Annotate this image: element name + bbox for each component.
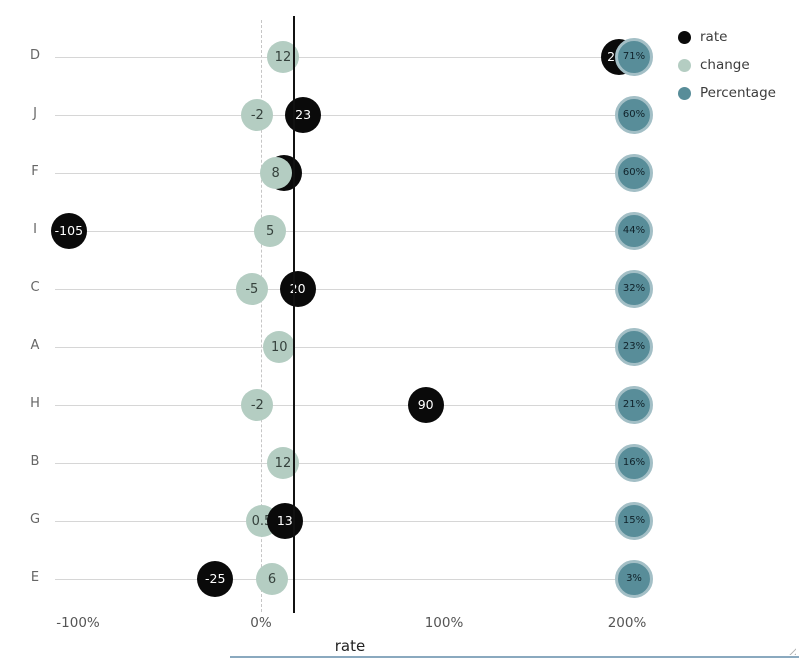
percentage-dot[interactable]: 3%: [615, 560, 653, 598]
rate-dot[interactable]: 13: [266, 503, 303, 539]
y-axis-category-label: J: [33, 106, 37, 121]
rate-dot[interactable]: -105: [50, 213, 87, 249]
gridline: [55, 579, 652, 580]
rate-dot[interactable]: 20: [279, 271, 316, 307]
solid-reference-line: [293, 16, 295, 613]
change-dot[interactable]: 5: [254, 215, 287, 247]
percentage-dot[interactable]: 71%: [615, 38, 653, 76]
percentage-dot[interactable]: 32%: [615, 270, 653, 308]
gridline: [55, 405, 652, 406]
change-dot[interactable]: -2: [241, 99, 274, 131]
percentage-dot[interactable]: 16%: [615, 444, 653, 482]
gridline: [55, 289, 652, 290]
legend-item-rate[interactable]: rate: [678, 28, 776, 46]
change-dot[interactable]: 8: [259, 157, 292, 189]
legend-label: change: [700, 57, 750, 73]
y-axis-category-label: B: [30, 454, 40, 469]
percentage-legend-dot-icon: [678, 86, 691, 100]
legend-item-percentage[interactable]: Percentage: [678, 84, 776, 102]
gridline: [55, 231, 652, 232]
y-axis-category-label: C: [30, 280, 40, 295]
gridline: [55, 173, 652, 174]
legend: rate change Percentage: [678, 28, 776, 112]
gridline: [55, 521, 652, 522]
gridline: [55, 115, 652, 116]
percentage-dot[interactable]: 44%: [615, 212, 653, 250]
gridline: [55, 57, 652, 58]
rate-legend-dot-icon: [678, 30, 691, 44]
change-legend-dot-icon: [678, 58, 691, 72]
legend-label: rate: [700, 29, 728, 45]
percentage-dot[interactable]: 60%: [615, 154, 653, 192]
change-dot[interactable]: -5: [235, 273, 268, 305]
percentage-dot[interactable]: 15%: [615, 502, 653, 540]
rate-dot[interactable]: 90: [407, 387, 444, 423]
change-dot[interactable]: 10: [263, 331, 296, 363]
x-tick-label: -100%: [56, 615, 100, 631]
gridline: [55, 463, 652, 464]
rate-dot[interactable]: 23: [285, 97, 322, 133]
rate-dot[interactable]: -25: [197, 561, 234, 597]
window-border: [230, 656, 799, 658]
x-tick-label: 100%: [424, 615, 464, 631]
y-axis-category-label: I: [33, 222, 37, 237]
resize-grip-icon[interactable]: [786, 645, 796, 655]
y-axis-category-label: F: [31, 164, 39, 179]
percentage-dot[interactable]: 23%: [615, 328, 653, 366]
change-dot[interactable]: -2: [241, 389, 274, 421]
x-tick-label: 0%: [250, 615, 272, 631]
zero-reference-line: [261, 20, 262, 612]
legend-label: Percentage: [700, 85, 776, 101]
x-tick-label: 200%: [607, 615, 647, 631]
y-axis-category-label: A: [30, 338, 40, 353]
y-axis-category-label: D: [29, 48, 40, 63]
x-axis-title: rate: [334, 637, 366, 655]
legend-item-change[interactable]: change: [678, 56, 776, 74]
y-axis-category-label: G: [29, 512, 41, 527]
percentage-dot[interactable]: 60%: [615, 96, 653, 134]
y-axis-category-label: E: [30, 570, 40, 585]
percentage-dot[interactable]: 21%: [615, 386, 653, 424]
y-axis-category-label: H: [30, 396, 40, 411]
change-dot[interactable]: 6: [255, 563, 288, 595]
gridline: [55, 347, 652, 348]
